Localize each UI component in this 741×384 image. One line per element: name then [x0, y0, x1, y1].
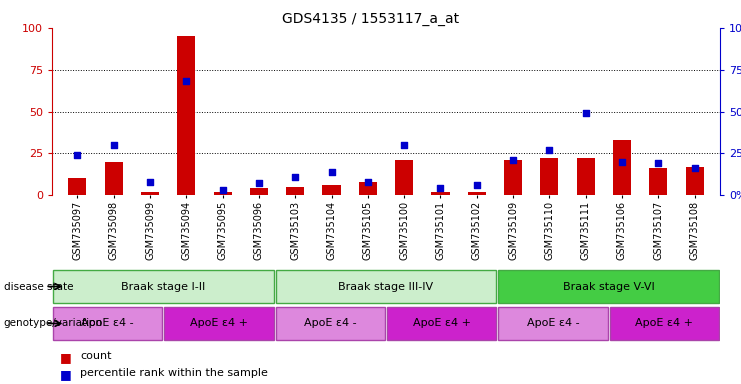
Text: Braak stage I-II: Braak stage I-II — [122, 281, 205, 291]
Text: ApoE ε4 +: ApoE ε4 + — [635, 318, 694, 328]
Bar — [685, 167, 704, 195]
Text: genotype/variation: genotype/variation — [4, 318, 103, 328]
Bar — [610, 307, 719, 340]
Bar — [177, 36, 196, 195]
Bar — [53, 270, 273, 303]
Point — [71, 152, 83, 158]
Point — [144, 179, 156, 185]
Bar — [540, 158, 559, 195]
Bar — [359, 182, 377, 195]
Text: GDS4135 / 1553117_a_at: GDS4135 / 1553117_a_at — [282, 12, 459, 25]
Bar — [431, 192, 450, 195]
Point — [180, 78, 192, 84]
Text: disease state: disease state — [4, 281, 73, 291]
Text: Braak stage III-IV: Braak stage III-IV — [339, 281, 433, 291]
Bar — [576, 158, 595, 195]
Point — [398, 142, 410, 148]
Point — [107, 142, 119, 148]
Point — [253, 180, 265, 186]
Point — [434, 185, 446, 191]
Point — [216, 187, 228, 193]
Bar — [649, 168, 668, 195]
Text: percentile rank within the sample: percentile rank within the sample — [80, 368, 268, 378]
Text: ApoE ε4 -: ApoE ε4 - — [82, 318, 134, 328]
Bar — [322, 185, 341, 195]
Point — [471, 182, 482, 188]
Bar — [387, 307, 496, 340]
Bar — [213, 192, 232, 195]
Bar — [504, 160, 522, 195]
Text: ApoE ε4 -: ApoE ε4 - — [527, 318, 579, 328]
Point — [652, 160, 664, 166]
Text: ApoE ε4 -: ApoE ε4 - — [304, 318, 356, 328]
Bar — [395, 160, 413, 195]
Point — [543, 147, 555, 153]
Point — [325, 169, 337, 175]
Point — [362, 179, 373, 185]
Point — [616, 159, 628, 165]
Point — [289, 174, 301, 180]
Bar — [499, 270, 719, 303]
Text: Braak stage V-VI: Braak stage V-VI — [563, 281, 654, 291]
Text: count: count — [80, 351, 112, 361]
Text: ■: ■ — [59, 351, 71, 364]
Bar — [53, 307, 162, 340]
Bar — [165, 307, 273, 340]
Text: ApoE ε4 +: ApoE ε4 + — [413, 318, 471, 328]
Text: ■: ■ — [59, 368, 71, 381]
Bar — [468, 192, 486, 195]
Point — [579, 110, 591, 116]
Point — [688, 165, 700, 171]
Bar — [276, 270, 496, 303]
Bar — [613, 140, 631, 195]
Bar — [104, 162, 123, 195]
Bar — [250, 188, 268, 195]
Bar — [276, 307, 385, 340]
Bar — [286, 187, 305, 195]
Bar — [499, 307, 608, 340]
Text: ApoE ε4 +: ApoE ε4 + — [190, 318, 248, 328]
Bar — [68, 178, 87, 195]
Point — [507, 157, 519, 163]
Bar — [141, 192, 159, 195]
